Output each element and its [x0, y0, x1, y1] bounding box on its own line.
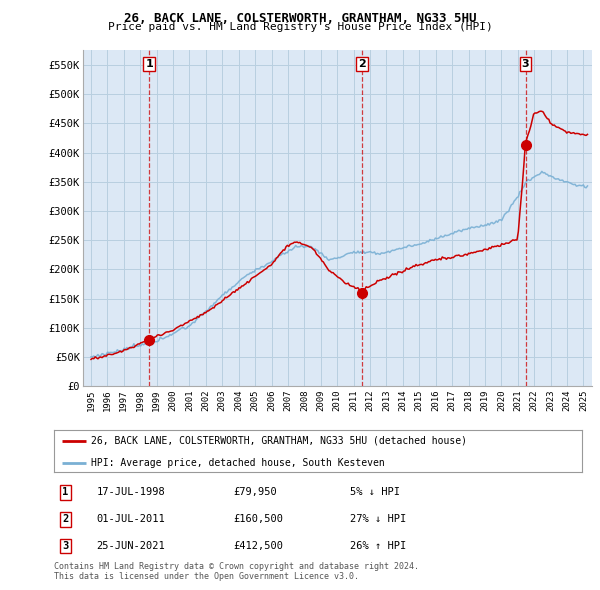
Text: Contains HM Land Registry data © Crown copyright and database right 2024.: Contains HM Land Registry data © Crown c…: [54, 562, 419, 571]
Text: 1: 1: [62, 487, 69, 497]
Text: 3: 3: [522, 58, 529, 68]
Text: 2: 2: [62, 514, 69, 525]
Text: 2: 2: [358, 58, 365, 68]
Text: This data is licensed under the Open Government Licence v3.0.: This data is licensed under the Open Gov…: [54, 572, 359, 581]
Text: £412,500: £412,500: [233, 541, 284, 551]
Text: 01-JUL-2011: 01-JUL-2011: [96, 514, 165, 525]
Text: Price paid vs. HM Land Registry's House Price Index (HPI): Price paid vs. HM Land Registry's House …: [107, 22, 493, 32]
Text: 5% ↓ HPI: 5% ↓ HPI: [350, 487, 400, 497]
Text: 17-JUL-1998: 17-JUL-1998: [96, 487, 165, 497]
Text: 27% ↓ HPI: 27% ↓ HPI: [350, 514, 406, 525]
Text: 26, BACK LANE, COLSTERWORTH, GRANTHAM, NG33 5HU (detached house): 26, BACK LANE, COLSTERWORTH, GRANTHAM, N…: [91, 436, 467, 446]
Text: 1: 1: [145, 58, 153, 68]
Text: £79,950: £79,950: [233, 487, 277, 497]
Text: 26% ↑ HPI: 26% ↑ HPI: [350, 541, 406, 551]
Text: £160,500: £160,500: [233, 514, 284, 525]
Text: 26, BACK LANE, COLSTERWORTH, GRANTHAM, NG33 5HU: 26, BACK LANE, COLSTERWORTH, GRANTHAM, N…: [124, 12, 476, 25]
Text: 25-JUN-2021: 25-JUN-2021: [96, 541, 165, 551]
Text: HPI: Average price, detached house, South Kesteven: HPI: Average price, detached house, Sout…: [91, 458, 385, 468]
Text: 3: 3: [62, 541, 69, 551]
